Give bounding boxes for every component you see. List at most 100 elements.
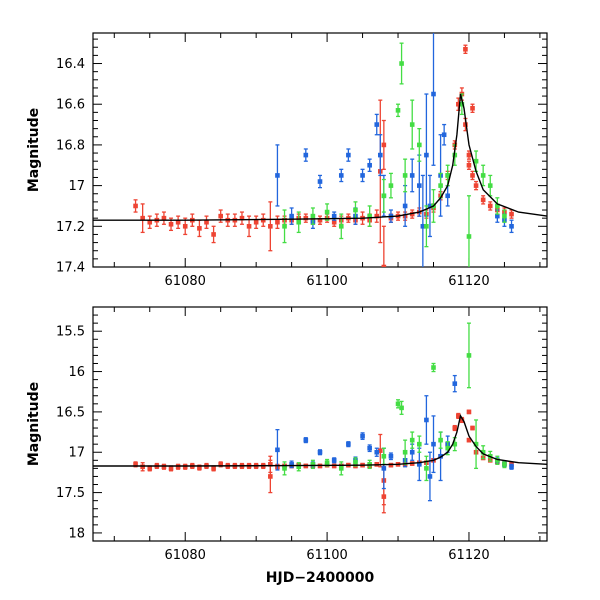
red-data-point [268,474,273,479]
bottom-panel-data [93,322,547,514]
blue-data-point [431,91,436,97]
green-data-point [495,458,500,463]
blue-data-point [452,381,458,386]
y-tick-label: 15.5 [56,325,85,340]
green-data-point [353,207,358,213]
blue-data-point [417,183,422,188]
red-data-point [133,462,138,467]
red-data-point [470,173,475,178]
green-data-point [487,183,493,188]
green-data-point [324,209,330,215]
green-data-point [466,353,472,358]
blue-data-point [331,213,337,219]
green-data-point [399,405,404,411]
red-data-point [133,203,138,209]
blue-data-point [445,193,450,199]
blue-data-point [402,203,408,209]
blue-data-point [303,152,309,158]
red-data-point [211,232,216,237]
green-data-point [495,203,500,209]
red-data-point [466,162,472,168]
green-data-point [324,460,330,466]
blue-data-point [427,203,433,209]
green-data-point [310,213,316,219]
blue-data-point [338,173,344,178]
blue-data-point [495,213,500,219]
red-data-point [377,448,383,453]
red-data-point [317,217,323,223]
blue-data-point [303,437,309,443]
blue-data-point [360,173,365,178]
red-data-point [161,215,167,221]
red-data-point [466,437,472,443]
blue-data-point [424,417,429,423]
red-data-point [463,122,468,127]
green-data-point [502,462,507,467]
green-data-point [424,224,429,229]
bottom-panel-ticks: 61080 61100 61120 15.5 16 16.5 17 17.5 18 [56,306,547,563]
red-data-point [456,101,461,107]
y-tick-label: 17 [68,179,85,194]
green-data-point [402,449,408,455]
blue-data-point [331,458,337,463]
bottom-panel-frame [92,306,548,542]
green-data-point [473,441,479,447]
red-data-point [381,142,387,148]
blue-data-point [509,464,514,470]
red-data-point [147,466,153,471]
blue-data-point [374,122,380,127]
blue-data-point [417,462,422,467]
blue-data-point [360,433,365,439]
green-data-point [338,224,344,229]
green-data-point [417,142,422,148]
red-data-point [239,215,245,221]
red-data-point [204,219,209,225]
green-data-point [282,224,287,229]
y-tick-label: 16.5 [56,405,85,420]
blue-data-point [424,152,429,158]
blue-data-point [374,449,380,455]
blue-data-point [441,132,447,138]
blue-data-point [509,224,514,229]
blue-data-point [420,224,426,229]
red-data-point [466,152,472,158]
green-data-point [353,459,358,465]
blue-data-point [275,447,280,453]
green-data-point [367,213,372,219]
red-data-point [260,217,266,223]
red-data-point [487,203,493,209]
green-data-point [402,173,408,178]
blue-data-point [377,152,383,158]
top-panel-y-axis-title: Magnitude [26,108,42,192]
red-data-point [182,224,188,229]
blue-data-point [409,173,415,178]
bottom-panel-y-axis-title: Magnitude [26,382,42,466]
top-panel-ticks: 61080 61100 61120 16.4 16.6 16.8 17 17.2 17.4 [56,33,547,289]
green-data-point [409,122,415,127]
red-data-point [218,213,223,219]
green-data-point [338,466,344,471]
green-data-point [310,462,316,467]
x-tick-label: 61100 [306,548,347,563]
green-data-point [424,466,429,471]
y-tick-label: 17.4 [56,261,85,276]
y-tick-label: 18 [68,526,85,541]
green-data-point [417,441,422,447]
x-tick-label: 61080 [165,274,206,289]
red-data-point [268,462,273,467]
y-tick-label: 17.5 [56,486,85,501]
green-data-point [431,365,436,370]
green-data-point [480,173,486,178]
blue-data-point [388,453,394,459]
red-data-point [470,105,475,111]
red-data-point [268,224,273,229]
green-data-point [388,183,394,188]
red-data-point [161,464,167,470]
x-tick-label: 61080 [165,548,206,563]
blue-data-point [275,173,280,178]
red-data-point [456,413,461,419]
blue-data-point [346,152,351,158]
red-data-point [175,464,181,470]
blue-data-point [317,179,323,184]
red-data-point [197,465,202,470]
